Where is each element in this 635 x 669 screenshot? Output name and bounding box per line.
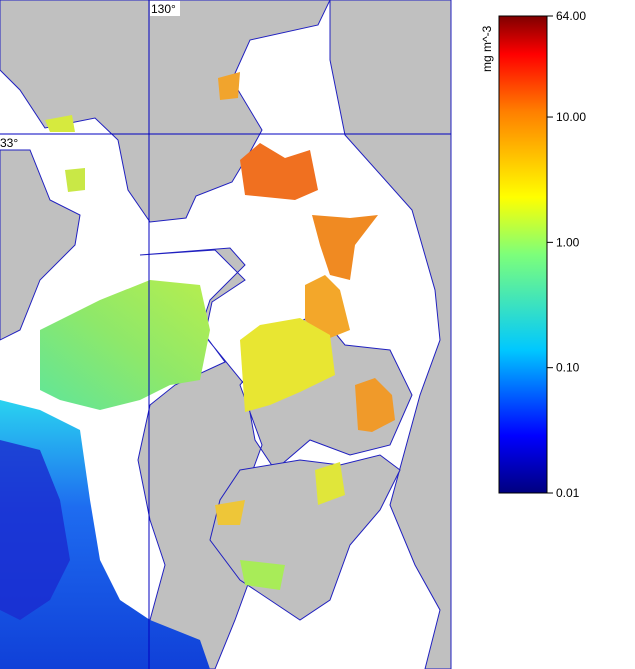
latitude-label: 33° — [0, 136, 18, 150]
longitude-label: 130° — [151, 2, 176, 16]
chlorophyll-patch — [45, 115, 75, 132]
colorbar: mg m^-3 0.01 0.10 1.00 10.00 64.00 — [480, 9, 586, 500]
chlorophyll-patch — [0, 440, 70, 620]
chlorophyll-patch — [305, 275, 350, 340]
land — [0, 149, 81, 341]
chlorophyll-patch — [240, 318, 335, 412]
label-bg — [0, 135, 20, 149]
chlorophyll-patch — [0, 400, 210, 669]
land — [329, 0, 452, 669]
chlorophyll-patch — [218, 72, 240, 100]
chlorophyll-patch — [240, 560, 285, 590]
chlorophyll-patch — [355, 378, 395, 432]
chlorophyll-patch — [65, 168, 85, 192]
colorbar-ramp — [498, 15, 548, 494]
chlorophyll-patch — [312, 215, 378, 280]
colorbar-tick-label: 0.10 — [556, 361, 580, 375]
chlorophyll-patch — [315, 462, 345, 505]
map-area: 130° 33° — [0, 0, 452, 669]
label-bg — [150, 1, 180, 16]
colorbar-tick-label: 0.01 — [556, 486, 580, 500]
chlorophyll-patch — [40, 280, 210, 410]
chlorophyll-patch — [215, 500, 245, 525]
colorbar-tick-label: 10.00 — [556, 110, 586, 124]
chlorophyll-patch — [240, 143, 318, 200]
colorbar-tick-label: 1.00 — [556, 235, 580, 249]
colorbar-label: mg m^-3 — [480, 25, 494, 72]
land — [0, 0, 331, 223]
colorbar-tick-label: 64.00 — [556, 9, 586, 23]
